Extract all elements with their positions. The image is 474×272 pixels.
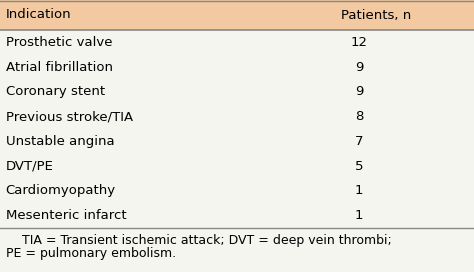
Text: 9: 9	[355, 85, 364, 98]
Text: Mesenteric infarct: Mesenteric infarct	[6, 209, 126, 222]
Text: 7: 7	[355, 135, 364, 148]
Bar	[0, 0, 474, 30]
Text: Patients, n: Patients, n	[341, 8, 411, 21]
Text: Coronary stent: Coronary stent	[6, 85, 105, 98]
Text: 5: 5	[355, 160, 364, 173]
Text: Cardiomyopathy: Cardiomyopathy	[6, 184, 116, 197]
Text: 1: 1	[355, 184, 364, 197]
Text: Unstable angina: Unstable angina	[6, 135, 114, 148]
Text: TIA = Transient ischemic attack; DVT = deep vein thrombi;: TIA = Transient ischemic attack; DVT = d…	[6, 234, 392, 247]
Text: Indication: Indication	[6, 8, 71, 21]
Text: DVT/PE: DVT/PE	[6, 160, 54, 173]
Text: 9: 9	[355, 61, 364, 74]
Text: Prosthetic valve: Prosthetic valve	[6, 36, 112, 49]
Text: Atrial fibrillation: Atrial fibrillation	[6, 61, 113, 74]
Text: PE = pulmonary embolism.: PE = pulmonary embolism.	[6, 247, 176, 260]
Text: 1: 1	[355, 209, 364, 222]
Text: 12: 12	[351, 36, 368, 49]
Text: Previous stroke/TIA: Previous stroke/TIA	[6, 110, 133, 123]
Text: 8: 8	[355, 110, 364, 123]
